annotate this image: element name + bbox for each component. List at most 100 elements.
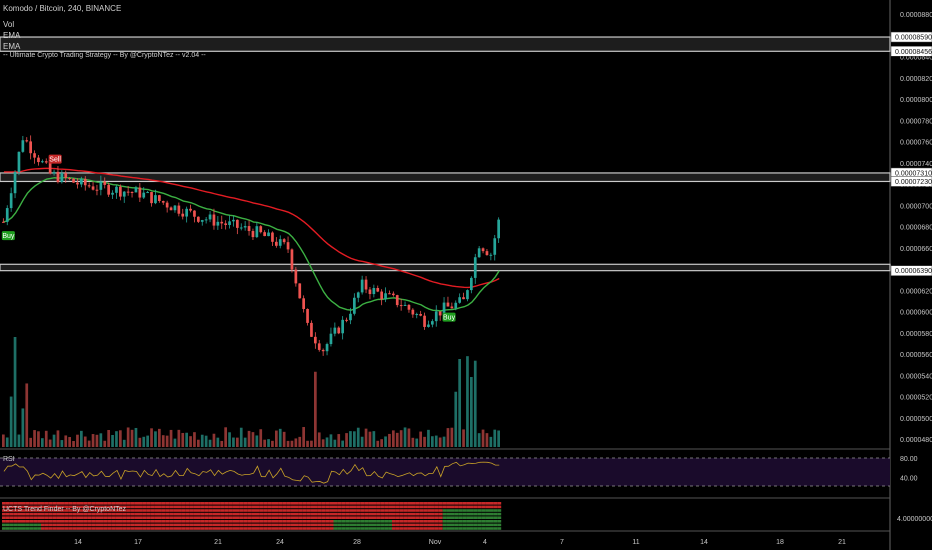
trend-cell xyxy=(294,502,299,505)
candle-body xyxy=(403,304,407,306)
trend-cell xyxy=(427,505,431,509)
volume-bar xyxy=(314,371,317,447)
strategy-indicator-label[interactable]: -- Ultimate Crypto Trading Strategy -- B… xyxy=(3,52,206,59)
candle-body xyxy=(134,187,138,193)
trend-cell xyxy=(91,512,96,516)
price-tag-box xyxy=(890,31,932,43)
trend-cell xyxy=(83,512,88,516)
trend-cell xyxy=(427,523,431,527)
trend-cell xyxy=(56,523,61,527)
trend-cell xyxy=(37,523,41,527)
time-tick-label: 14 xyxy=(74,539,82,546)
trend-cell xyxy=(41,509,45,512)
trend-cell xyxy=(356,509,361,512)
candle-body xyxy=(115,186,118,193)
trend-cell xyxy=(395,516,400,519)
volume-bar xyxy=(278,428,282,447)
trend-cell xyxy=(493,505,498,509)
trend-cell xyxy=(376,516,381,519)
trend-cell xyxy=(317,509,322,512)
candle-body xyxy=(200,220,204,222)
ema-indicator-label-2[interactable]: EMA xyxy=(3,42,21,51)
trend-cell xyxy=(216,509,221,512)
trend-cell xyxy=(255,505,260,509)
sell-signal-box xyxy=(48,154,62,164)
trend-cell xyxy=(76,523,80,527)
price-zone-fill xyxy=(0,264,890,271)
trend-finder-pane-label[interactable]: UCTS Trend Finder -- By @CryptoNTez xyxy=(3,506,127,513)
trend-cell xyxy=(376,512,381,516)
trend-cell xyxy=(333,527,338,530)
trend-cell xyxy=(353,505,357,509)
trend-cell xyxy=(5,527,10,530)
trend-cell xyxy=(181,502,186,505)
trend-cell xyxy=(208,509,213,512)
trend-cell xyxy=(458,516,463,519)
trend-cell xyxy=(25,527,30,530)
trend-cell xyxy=(345,520,350,523)
trend-cell xyxy=(388,512,392,516)
trend-cell xyxy=(442,505,447,509)
candle-body xyxy=(80,178,83,185)
trend-cell xyxy=(275,523,279,527)
trend-cell xyxy=(263,520,268,523)
candle-body xyxy=(372,288,376,295)
trend-cell xyxy=(107,520,112,523)
trend-cell xyxy=(298,523,303,527)
time-tick-label: 28 xyxy=(353,539,361,546)
ema-indicator-label-1[interactable]: EMA xyxy=(3,31,21,40)
trend-cell xyxy=(122,527,127,530)
trend-cell xyxy=(169,502,174,505)
trend-cell xyxy=(434,512,439,516)
trend-cell xyxy=(150,509,155,512)
volume-bar xyxy=(165,435,169,447)
trend-cell xyxy=(399,516,404,519)
trend-cell xyxy=(236,516,240,519)
trend-cell xyxy=(119,509,123,512)
trend-cell xyxy=(56,505,61,509)
trend-cell xyxy=(419,520,424,523)
trend-cell xyxy=(454,523,459,527)
volume-indicator-label[interactable]: Vol xyxy=(3,20,15,29)
trend-cell xyxy=(80,523,84,527)
trend-cell xyxy=(446,512,451,516)
trend-cell xyxy=(372,509,377,512)
volume-bar xyxy=(158,428,161,447)
trend-cell xyxy=(454,509,459,512)
trend-cell xyxy=(388,516,392,519)
price-tag: 0.00006390 xyxy=(890,265,932,276)
trend-cell xyxy=(122,516,127,519)
trend-cell xyxy=(130,523,135,527)
trend-cell xyxy=(341,520,346,523)
volume-bar xyxy=(473,360,477,447)
trend-cell xyxy=(306,516,311,519)
trend-cell xyxy=(317,520,322,523)
trend-cell xyxy=(259,509,264,512)
candle-body xyxy=(427,324,430,327)
rsi-pane-label[interactable]: RSI xyxy=(3,456,15,463)
volume-bar xyxy=(263,439,266,447)
rsi-line xyxy=(3,461,500,484)
volume-bar xyxy=(189,436,192,447)
volume-bar xyxy=(321,439,325,447)
candle-body xyxy=(13,171,17,194)
trend-cell xyxy=(177,523,182,527)
trend-cell xyxy=(333,509,338,512)
trend-cell xyxy=(243,516,248,519)
volume-bar xyxy=(21,408,25,447)
trend-cell xyxy=(415,523,420,527)
trend-cell xyxy=(232,509,236,512)
price-tag-label: 0.00006390 xyxy=(895,268,932,275)
trend-cell xyxy=(458,520,463,523)
trend-cell xyxy=(87,509,92,512)
trend-cell xyxy=(317,516,322,519)
trend-cell xyxy=(403,502,408,505)
trend-cell xyxy=(376,527,381,530)
volume-bar xyxy=(130,429,134,447)
trend-cell xyxy=(431,523,435,527)
trend-cell xyxy=(380,523,385,527)
trend-cell xyxy=(52,523,57,527)
